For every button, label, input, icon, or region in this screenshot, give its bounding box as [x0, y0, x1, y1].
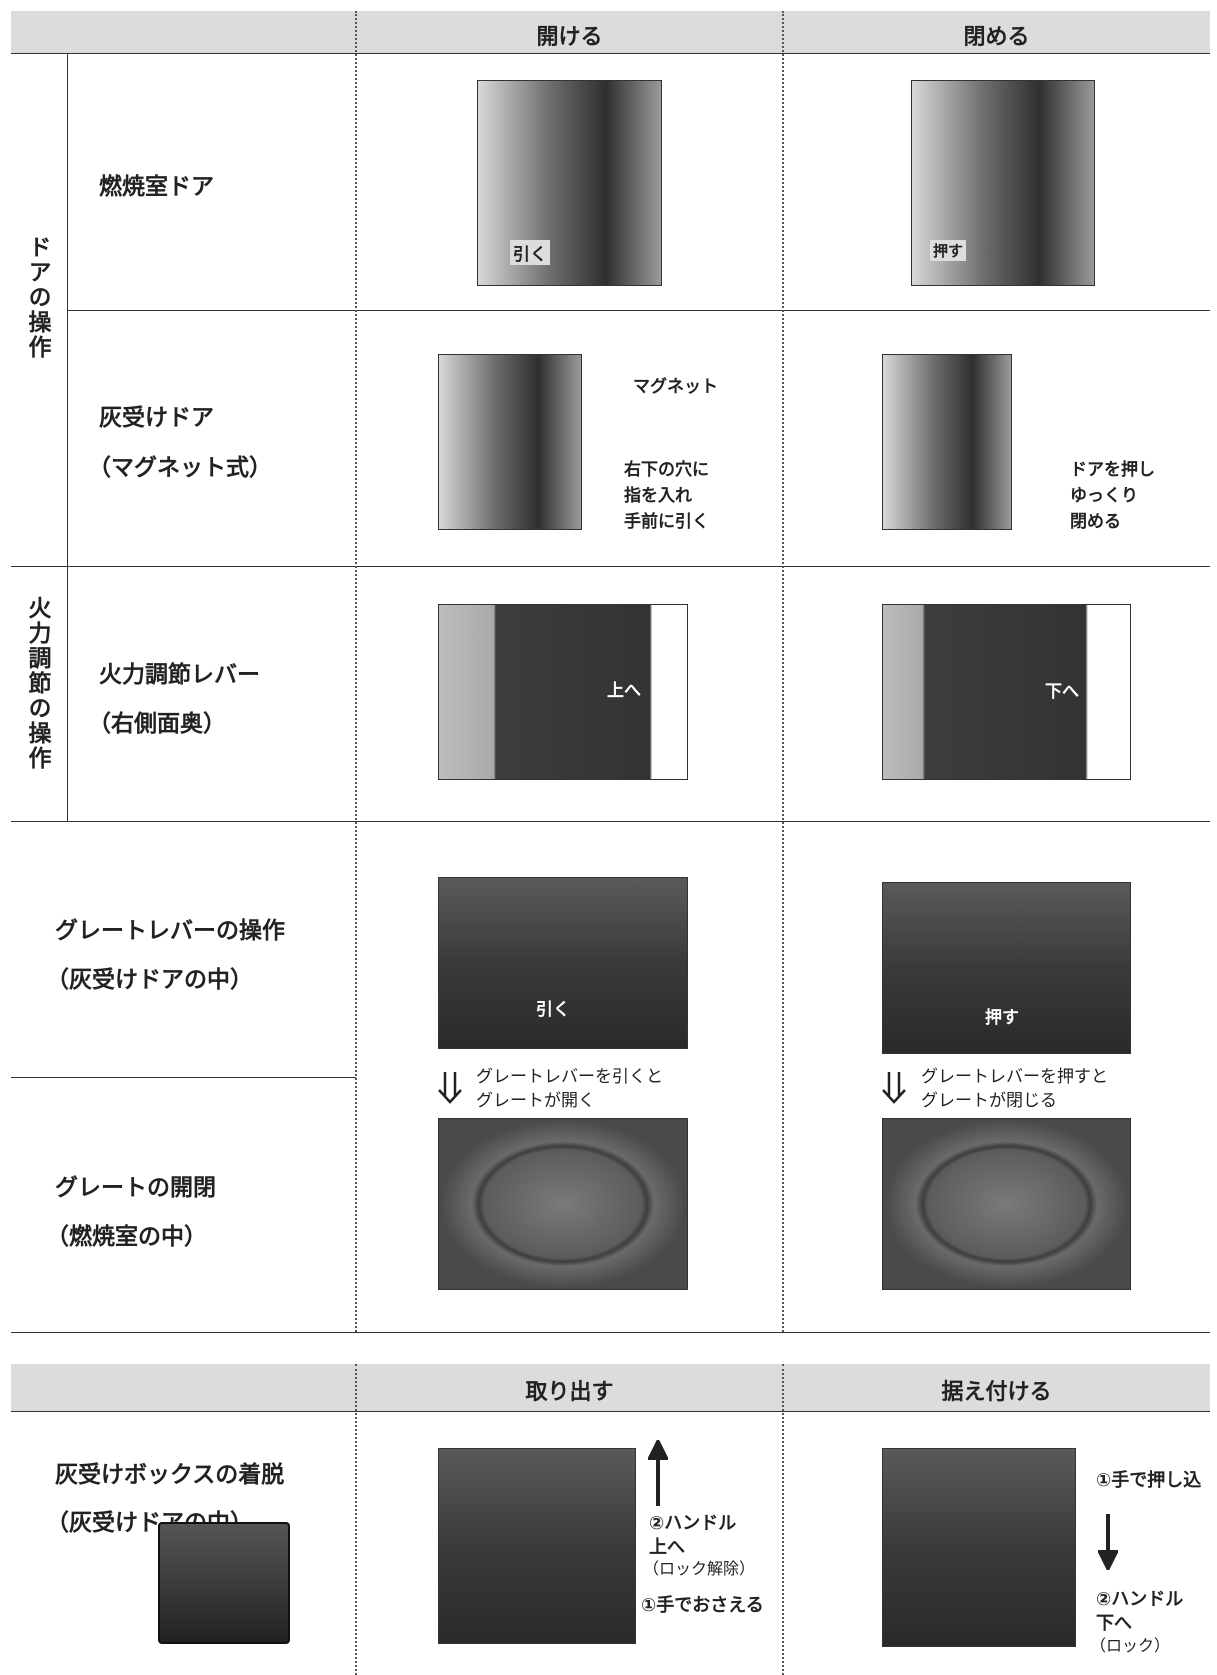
photo	[438, 604, 688, 780]
bucket-photo	[158, 1522, 290, 1644]
group-label: 火力調節の操作	[24, 596, 50, 771]
photo	[882, 1448, 1076, 1647]
caption: 下へ	[1096, 1613, 1132, 1634]
caption: ドアを押し	[1070, 460, 1155, 480]
row-name: （灰受けドアの中）	[46, 967, 253, 993]
rule	[11, 821, 1210, 822]
caption: 下へ	[1045, 682, 1079, 702]
photo	[882, 882, 1131, 1054]
photo	[882, 354, 1012, 530]
row-name: グレートの開閉	[55, 1175, 216, 1201]
divider	[355, 1364, 357, 1675]
note: グレートレバーを引くと	[476, 1067, 663, 1087]
caption: 上へ	[607, 681, 641, 701]
rule	[11, 53, 1210, 54]
rule	[11, 566, 1210, 567]
divider	[782, 1364, 784, 1675]
divider	[782, 11, 784, 1332]
row-name: 灰受けボックスの着脱	[55, 1462, 285, 1488]
header: 据え付ける	[941, 1380, 1052, 1405]
row-name: （燃焼室の中）	[46, 1224, 207, 1250]
header-band	[11, 1364, 1210, 1411]
header: 開ける	[536, 25, 603, 50]
note: グレートが開く	[476, 1091, 595, 1111]
caption: ①手でおさえる	[641, 1595, 764, 1616]
arrow-icon	[882, 1072, 906, 1104]
arrow-icon	[648, 1440, 668, 1506]
header: 閉める	[963, 25, 1030, 50]
row-name: （マグネット式）	[88, 455, 272, 481]
row-name: 灰受けドア	[99, 405, 214, 431]
photo	[882, 604, 1131, 780]
photo	[438, 877, 688, 1049]
header-band	[11, 11, 1210, 53]
rule	[11, 1411, 1210, 1412]
caption: （ロック）	[1090, 1636, 1171, 1655]
caption: ②ハンドル	[649, 1513, 737, 1534]
arrow-icon	[438, 1072, 462, 1104]
caption: 指を入れ	[624, 486, 692, 506]
caption: ②ハンドル	[1096, 1589, 1184, 1610]
rule	[67, 310, 1210, 311]
row-name: グレートレバーの操作	[55, 918, 285, 944]
caption: 引く	[536, 1000, 570, 1020]
photo	[438, 1448, 636, 1644]
caption: 閉める	[1070, 512, 1121, 532]
row-name: 火力調節レバー	[99, 662, 260, 688]
group-label: ドアの操作	[24, 235, 50, 360]
photo	[438, 1118, 688, 1290]
divider	[67, 53, 68, 821]
row-name: （右側面奥）	[88, 711, 226, 737]
caption: （ロック解除）	[643, 1559, 756, 1578]
photo	[477, 80, 662, 286]
divider	[355, 11, 357, 1332]
caption: 押す	[985, 1008, 1019, 1028]
caption: マグネット	[633, 377, 718, 397]
rule	[11, 1332, 1210, 1333]
caption: ①手で押し込	[1096, 1470, 1202, 1491]
photo	[438, 354, 582, 530]
rule	[11, 1077, 356, 1078]
caption: 上へ	[649, 1537, 685, 1558]
caption: ゆっくり	[1070, 486, 1138, 506]
caption: 手前に引く	[624, 512, 709, 532]
caption: 押す	[930, 240, 967, 261]
caption: 引く	[510, 240, 550, 265]
photo	[882, 1118, 1131, 1290]
row-name: 燃焼室ドア	[99, 174, 214, 200]
header: 取り出す	[525, 1380, 614, 1405]
note: グレートレバーを押すと	[921, 1067, 1108, 1087]
note: グレートが閉じる	[921, 1091, 1057, 1111]
caption: 右下の穴に	[624, 460, 709, 480]
arrow-icon	[1098, 1514, 1118, 1570]
